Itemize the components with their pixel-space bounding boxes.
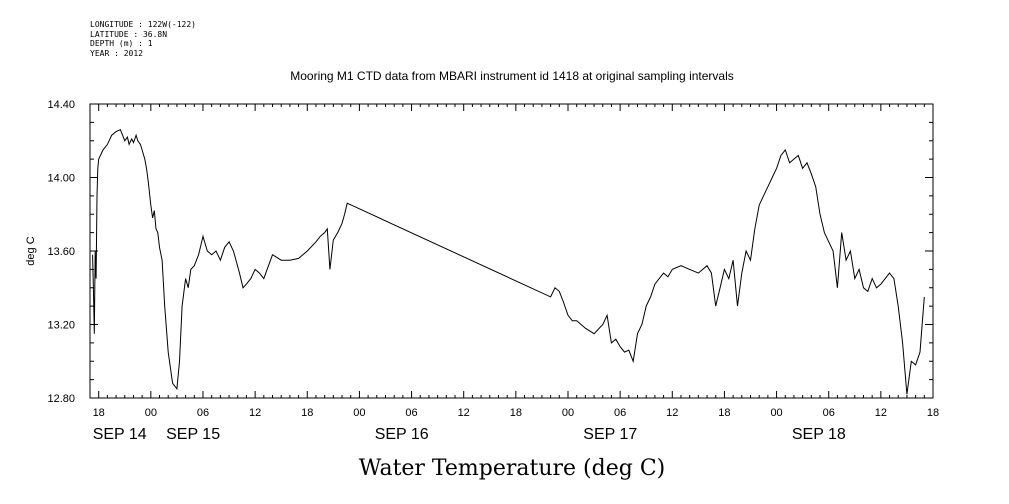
x-tick-label: 06 (405, 407, 417, 419)
x-tick-label: 18 (510, 407, 522, 419)
x-tick-label: 00 (770, 407, 782, 419)
x-tick-label: 06 (614, 407, 626, 419)
x-tick-label: 00 (353, 407, 365, 419)
metadata-block: LONGITUDE : 122W(-122) LATITUDE : 36.8N … (90, 20, 196, 58)
x-day-label: SEP 16 (375, 426, 429, 443)
y-tick-label: 14.00 (47, 173, 75, 185)
y-tick-label: 14.40 (47, 99, 75, 111)
x-tick-label: 06 (823, 407, 835, 419)
x-tick-label: 18 (93, 407, 105, 419)
x-tick-label: 00 (145, 407, 157, 419)
x-day-label: SEP 17 (583, 426, 637, 443)
x-tick-label: 18 (927, 407, 939, 419)
y-axis: 12.80 13.20 13.60 14.00 14.40 (47, 99, 933, 405)
series-group (92, 129, 925, 395)
x-tick-label: 06 (197, 407, 209, 419)
series-line (92, 129, 925, 395)
y-tick-label: 13.20 (47, 320, 75, 332)
chart-title: Mooring M1 CTD data from MBARI instrumen… (290, 69, 734, 83)
x-axis-label: Water Temperature (deg C) (359, 456, 666, 481)
x-tick-label: 00 (562, 407, 574, 419)
x-tick-label: 12 (249, 407, 261, 419)
year-label: YEAR : 2012 (90, 48, 143, 58)
y-tick-label: 13.60 (47, 246, 75, 258)
y-axis-label: deg C (25, 236, 37, 265)
x-day-label: SEP 18 (792, 426, 846, 443)
x-tick-label: 12 (666, 407, 678, 419)
depth-label: DEPTH (m) : 1 (90, 39, 153, 49)
x-tick-label: 18 (301, 407, 313, 419)
y-tick-label: 12.80 (47, 393, 75, 405)
x-axis: 18 00 06 12 18 00 06 12 18 00 06 12 18 00 06 12 18 SEP 14… (89, 104, 939, 443)
latitude-label: LATITUDE : 36.8N (90, 29, 168, 39)
x-tick-label: 12 (458, 407, 470, 419)
longitude-label: LONGITUDE : 122W(-122) (90, 20, 196, 29)
x-tick-label: 18 (718, 407, 730, 419)
x-day-label: SEP 15 (166, 426, 220, 443)
x-day-label: SEP 14 (93, 426, 147, 443)
x-tick-label: 12 (875, 407, 887, 419)
